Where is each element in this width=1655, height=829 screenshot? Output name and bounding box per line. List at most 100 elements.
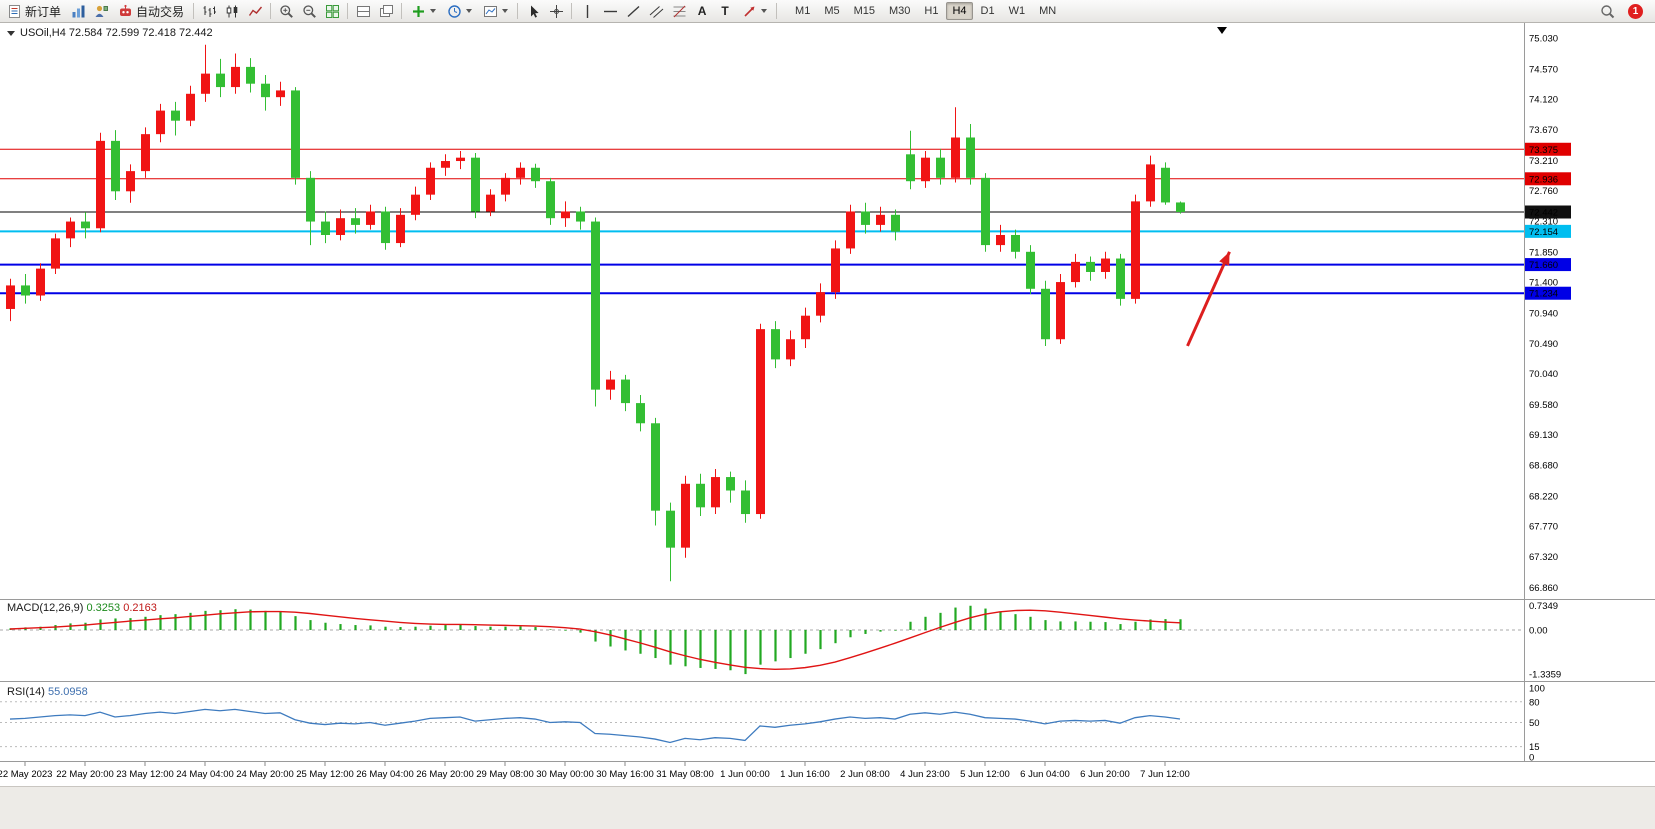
cascade-windows-icon [379,4,393,17]
timeframe-m5[interactable]: M5 [824,5,840,17]
timeframe-m30[interactable]: M30 [889,5,911,17]
svg-text:30 May 16:00: 30 May 16:00 [596,769,654,780]
zoom-in-icon [279,4,293,18]
svg-text:67.320: 67.320 [1529,552,1558,563]
profiles-button[interactable] [90,1,112,21]
svg-text:73.375: 73.375 [1529,145,1558,156]
svg-text:24 May 20:00: 24 May 20:00 [236,769,294,780]
time-axis[interactable]: 22 May 2023 22 May 20:00 23 May 12:00 24 Ma… [0,762,1190,780]
period-selector-button[interactable] [442,0,477,22]
collapse-triangle-icon[interactable] [7,30,15,36]
tile-windows-button[interactable] [321,1,343,21]
svg-text:30 May 00:00: 30 May 00:00 [536,769,594,780]
channel-tool-button[interactable] [645,1,667,21]
line-chart-mode-button[interactable] [244,1,266,21]
label-tool-icon: T [721,3,729,18]
svg-text:72.310: 72.310 [1529,216,1558,227]
auto-trading-button[interactable]: 自动交易 [113,0,189,22]
search-button[interactable] [1596,1,1618,21]
notification-badge[interactable]: 1 [1628,3,1643,19]
timeframe-h1[interactable]: H1 [924,5,939,17]
crosshair-icon [549,4,563,18]
timeframe-w1[interactable]: W1 [1008,5,1026,17]
trendline-tool-button[interactable] [622,1,644,21]
svg-text:68.680: 68.680 [1529,460,1558,471]
svg-text:1 Jun 00:00: 1 Jun 00:00 [720,769,770,780]
add-indicator-button[interactable] [406,0,441,22]
svg-text:26 May 04:00: 26 May 04:00 [356,769,414,780]
clock-icon [448,4,461,18]
svg-text:100: 100 [1529,684,1545,695]
svg-text:74.570: 74.570 [1529,64,1558,75]
fibonacci-tool-button[interactable] [668,1,690,21]
toolbar-separator [347,3,349,19]
text-tool-button[interactable]: A [691,1,713,21]
crosshair-tool-button[interactable] [545,1,567,21]
cursor-pointer-icon [530,5,539,18]
cursor-tool-button[interactable] [522,1,544,21]
svg-text:75.030: 75.030 [1529,33,1558,44]
arrange-windows-button[interactable] [352,1,374,21]
chevron-down-icon [502,9,509,13]
toolbar-separator [401,3,403,19]
svg-text:0.7349: 0.7349 [1529,601,1558,612]
svg-text:72.154: 72.154 [1529,227,1558,238]
timeframe-h4[interactable]: H4 [946,2,973,20]
toolbar-right-group: 1 [1596,1,1653,21]
annotation-arrow[interactable] [1186,251,1231,347]
ohlc-bars-icon [203,5,216,17]
svg-text:72.936: 72.936 [1529,174,1558,185]
svg-text:-1.3359: -1.3359 [1529,670,1561,681]
macd-signal-value: 0.2163 [123,602,157,614]
svg-text:26 May 20:00: 26 May 20:00 [416,769,474,780]
zoom-out-button[interactable] [298,1,320,21]
symbol-ohlc-title: USOil,H4 72.584 72.599 72.418 72.442 [20,27,213,39]
svg-text:22 May 2023: 22 May 2023 [0,769,52,780]
templates-button[interactable] [478,0,513,22]
main-toolbar: 新订单 自动交易 [0,0,1655,23]
price-axis[interactable]: 75.030 74.570 74.120 73.670 73.210 72.760 72.3… [1529,33,1558,593]
new-order-icon [9,4,20,18]
rsi-name: RSI(14) [7,686,45,698]
svg-text:72.760: 72.760 [1529,186,1558,197]
zoom-in-button[interactable] [275,1,297,21]
rsi-value: 55.0958 [47,686,88,698]
panel-separators [0,22,1655,762]
svg-text:73.670: 73.670 [1529,125,1558,136]
svg-text:50: 50 [1529,718,1540,729]
timeframe-m15[interactable]: M15 [853,5,875,17]
timeframe-toolbar: M1 M5 M15 M30 H1 H4 D1 W1 MN [789,2,1062,20]
new-order-button[interactable]: 新订单 [2,0,66,22]
horizontal-line-tool-button[interactable] [599,1,621,21]
search-icon [1600,4,1614,18]
candlestick-mode-button[interactable] [221,1,243,21]
bar-chart-window-icon [72,5,85,17]
svg-text:0.00: 0.00 [1529,626,1548,637]
svg-text:72.442: 72.442 [1529,207,1558,218]
rsi-indicator-label: RSI(14) 55.0958 [7,686,88,698]
svg-text:6 Jun 04:00: 6 Jun 04:00 [1020,769,1070,780]
new-chart-button[interactable] [67,1,89,21]
svg-text:71.400: 71.400 [1529,278,1558,289]
svg-text:6 Jun 20:00: 6 Jun 20:00 [1080,769,1130,780]
rsi-panel: 100 80 50 150 [0,684,1545,764]
candles-layer [6,44,1185,582]
vertical-line-tool-button[interactable] [576,1,598,21]
label-tool-button[interactable]: T [714,1,736,21]
line-chart-icon [248,6,262,16]
svg-text:70.940: 70.940 [1529,308,1558,319]
bar-chart-mode-button[interactable] [198,1,220,21]
cascade-windows-button[interactable] [375,1,397,21]
horizontal-lines-layer[interactable] [0,148,1524,295]
arrows-tool-button[interactable] [737,0,772,22]
auto-trading-robot-icon [120,4,132,16]
candlestick-icon [226,5,237,17]
price-badges: 73.375 72.936 72.442 72.154 71.660 71.234 [1525,142,1571,300]
timeframe-m1[interactable]: M1 [795,5,811,17]
horizontal-line-icon [603,10,617,12]
timeframe-mn[interactable]: MN [1039,5,1057,17]
macd-main-value: 0.3253 [86,602,121,614]
timeframe-d1[interactable]: D1 [980,5,995,17]
svg-text:7 Jun 12:00: 7 Jun 12:00 [1140,769,1190,780]
